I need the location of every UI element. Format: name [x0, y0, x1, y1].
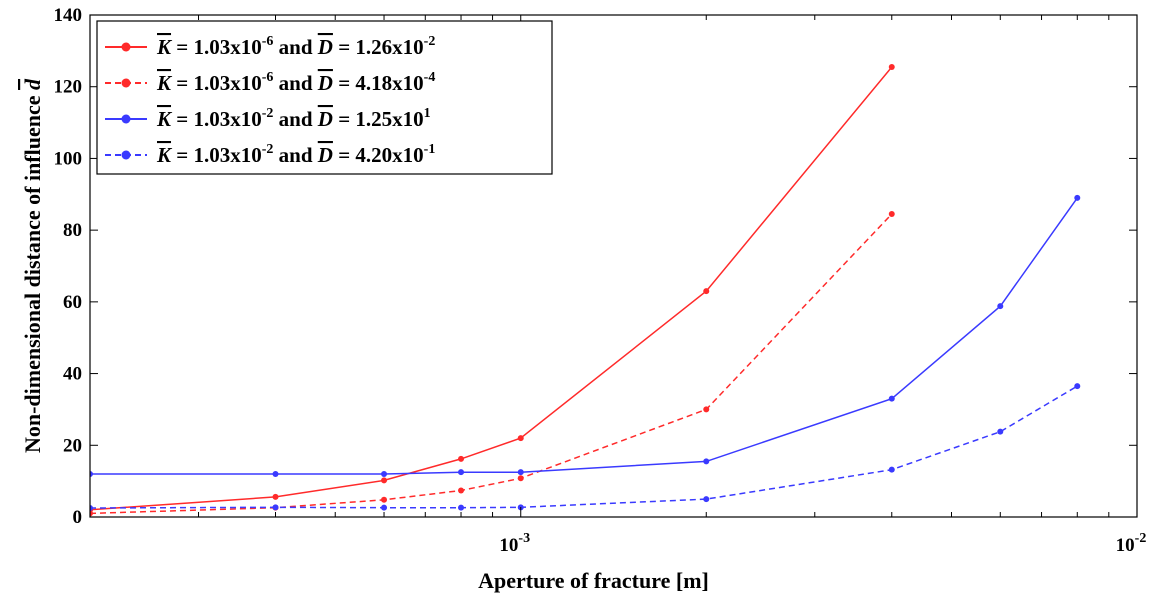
x-axis-label: Aperture of fracture [m] — [478, 568, 709, 593]
data-point — [458, 504, 465, 511]
series-line — [90, 197, 1078, 475]
data-point — [272, 504, 279, 511]
y-tick-label: 80 — [63, 220, 82, 241]
data-point — [517, 469, 524, 476]
series-line — [90, 213, 893, 515]
x-tick-label: 10-3 — [499, 531, 530, 556]
data-point — [90, 470, 93, 477]
y-tick-label: 60 — [63, 292, 82, 313]
series-4 — [90, 383, 1081, 512]
data-point — [1074, 383, 1081, 390]
legend-box — [96, 20, 553, 175]
data-point — [517, 435, 524, 442]
y-tick-label: 20 — [63, 435, 82, 456]
data-point — [381, 470, 388, 477]
data-point — [703, 458, 710, 465]
series-1 — [90, 63, 895, 513]
legend-swatch-marker — [121, 114, 131, 124]
data-point — [458, 487, 465, 494]
legend-entry-3: K = 1.03x10-2 and D = 1.25x101 — [105, 106, 431, 131]
plot-frame — [89, 14, 1138, 518]
legend-label: K = 1.03x10-6 and D = 1.26x10-2 — [156, 34, 435, 59]
series-3 — [90, 194, 1081, 477]
data-point — [703, 496, 710, 503]
data-point — [90, 505, 93, 512]
data-point — [90, 510, 93, 517]
plot-layer — [90, 63, 1081, 517]
legend-entry-1: K = 1.03x10-6 and D = 1.26x10-2 — [105, 34, 435, 59]
data-point — [517, 475, 524, 482]
legend-label: K = 1.03x10-2 and D = 4.20x10-1 — [156, 142, 435, 167]
data-point — [997, 428, 1004, 435]
y-tick-label: 120 — [54, 77, 83, 98]
data-point — [1074, 194, 1081, 201]
data-point — [272, 470, 279, 477]
data-point — [458, 455, 465, 462]
data-point — [888, 466, 895, 473]
legend-entry-2: K = 1.03x10-6 and D = 4.18x10-4 — [105, 70, 435, 95]
data-point — [703, 288, 710, 295]
data-point — [888, 63, 895, 70]
data-point — [381, 496, 388, 503]
data-point — [888, 211, 895, 218]
axis-layer: 0 20 40 60 80 100 120 140 10-3 10-2 Aperture of fr… — [20, 5, 1146, 593]
y-tick-label: 40 — [63, 364, 82, 385]
data-point — [703, 406, 710, 413]
data-point — [888, 395, 895, 402]
legend-label: K = 1.03x10-6 and D = 4.18x10-4 — [156, 70, 435, 95]
y-tick-label: 0 — [73, 507, 83, 528]
data-point — [458, 469, 465, 476]
data-point — [997, 303, 1004, 310]
legend-swatch-marker — [121, 42, 131, 52]
data-point — [381, 477, 388, 484]
series-2 — [90, 211, 895, 517]
y-tick-label: 100 — [54, 148, 83, 169]
legend: K = 1.03x10-6 and D = 1.26x10-2 K = 1.03x… — [96, 20, 553, 175]
legend-entry-4: K = 1.03x10-2 and D = 4.20x10-1 — [105, 142, 435, 167]
data-point — [381, 504, 388, 511]
y-tick-label: 140 — [54, 5, 83, 26]
legend-swatch-marker — [121, 78, 131, 88]
legend-label: K = 1.03x10-2 and D = 1.25x101 — [156, 106, 431, 131]
x-tick-label: 10-2 — [1116, 531, 1147, 556]
data-point — [272, 493, 279, 500]
series-line — [90, 385, 1078, 509]
y-axis-label: Non-dimensional distance of influence d — [20, 78, 45, 453]
legend-swatch-marker — [121, 150, 131, 160]
